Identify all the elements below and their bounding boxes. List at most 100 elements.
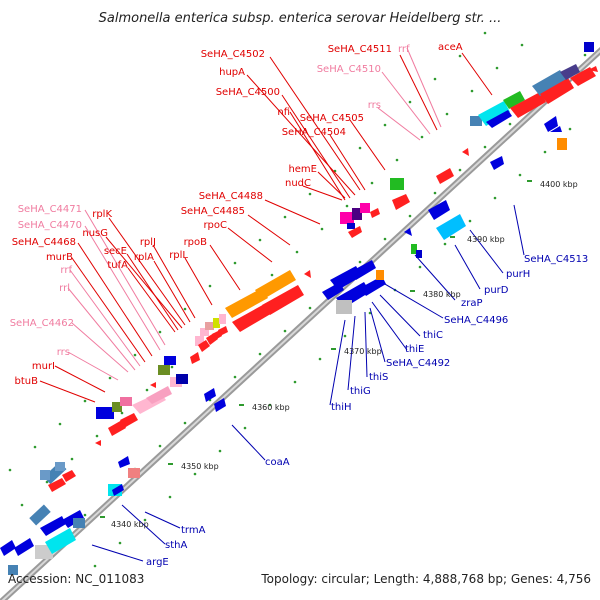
gene-feature[interactable] bbox=[40, 516, 66, 536]
gene-label[interactable]: rpoC bbox=[203, 220, 227, 231]
gene-label[interactable]: rplK bbox=[92, 209, 112, 220]
gene-feature[interactable] bbox=[150, 382, 156, 388]
gene-feature[interactable] bbox=[29, 504, 51, 526]
gene-feature[interactable] bbox=[532, 70, 566, 96]
gene-label[interactable]: SeHA_C4504 bbox=[282, 127, 346, 138]
gene-feature[interactable] bbox=[588, 66, 598, 72]
gene-feature[interactable] bbox=[510, 92, 546, 118]
gene-feature[interactable] bbox=[255, 270, 296, 300]
gene-feature[interactable] bbox=[462, 148, 469, 156]
gene-feature[interactable] bbox=[570, 67, 596, 86]
gene-feature[interactable] bbox=[219, 314, 226, 324]
gene-feature[interactable] bbox=[436, 214, 466, 240]
gene-label[interactable]: SeHA_C4468 bbox=[12, 237, 76, 248]
gene-feature[interactable] bbox=[416, 250, 422, 258]
gene-feature[interactable] bbox=[478, 101, 510, 126]
gene-label[interactable]: SeHA_C4488 bbox=[199, 191, 263, 202]
gene-label[interactable]: trmA bbox=[181, 525, 206, 536]
gene-feature[interactable] bbox=[503, 91, 525, 109]
gene-label[interactable]: rpoB bbox=[184, 237, 208, 248]
gene-feature[interactable] bbox=[470, 116, 482, 126]
gene-feature[interactable] bbox=[48, 478, 66, 492]
gene-feature[interactable] bbox=[360, 203, 370, 213]
gene-label[interactable]: tufA bbox=[107, 260, 128, 271]
gene-feature[interactable] bbox=[304, 270, 311, 278]
gene-feature[interactable] bbox=[340, 212, 354, 224]
gene-feature[interactable] bbox=[550, 126, 562, 132]
gene-feature[interactable] bbox=[347, 223, 355, 229]
gene-label[interactable]: SeHA_C4471 bbox=[18, 204, 82, 215]
gene-feature[interactable] bbox=[205, 322, 214, 330]
gene-feature[interactable] bbox=[108, 420, 126, 436]
gene-feature[interactable] bbox=[214, 398, 226, 412]
gene-label[interactable]: SeHA_C4485 bbox=[181, 206, 245, 217]
gene-feature[interactable] bbox=[225, 288, 268, 318]
gene-label[interactable]: SeHA_C4462 bbox=[10, 318, 74, 329]
gene-label[interactable]: murB bbox=[46, 252, 73, 263]
gene-feature[interactable] bbox=[164, 356, 176, 365]
gene-label[interactable]: rplA bbox=[134, 252, 154, 263]
gene-label[interactable]: SeHA_C4510 bbox=[317, 64, 381, 75]
gene-label[interactable]: rrl bbox=[59, 283, 70, 294]
gene-feature[interactable] bbox=[62, 470, 76, 482]
gene-feature[interactable] bbox=[198, 340, 210, 352]
gene-label[interactable]: thiE bbox=[405, 344, 424, 355]
gene-feature[interactable] bbox=[45, 528, 76, 554]
gene-feature[interactable] bbox=[213, 318, 220, 328]
gene-feature[interactable] bbox=[218, 326, 228, 336]
gene-label[interactable]: purD bbox=[484, 285, 509, 296]
gene-feature[interactable] bbox=[95, 440, 101, 446]
gene-feature[interactable] bbox=[486, 110, 512, 128]
gene-label[interactable]: argE bbox=[146, 557, 169, 568]
gene-label[interactable]: hemE bbox=[288, 164, 317, 175]
gene-label[interactable]: SeHA_C4496 bbox=[444, 315, 508, 326]
gene-feature[interactable] bbox=[40, 470, 50, 480]
gene-feature[interactable] bbox=[232, 302, 274, 332]
gene-label[interactable]: nfi bbox=[277, 107, 290, 118]
gene-feature[interactable] bbox=[584, 42, 594, 52]
gene-feature[interactable] bbox=[204, 388, 216, 402]
gene-label[interactable]: coaA bbox=[265, 457, 290, 468]
gene-feature[interactable] bbox=[8, 565, 18, 575]
gene-feature[interactable] bbox=[360, 276, 386, 296]
gene-feature[interactable] bbox=[0, 540, 16, 556]
gene-label[interactable]: rplJ bbox=[140, 237, 156, 248]
gene-feature[interactable] bbox=[128, 468, 140, 478]
gene-label[interactable]: rrf bbox=[398, 44, 410, 55]
gene-feature[interactable] bbox=[158, 365, 170, 375]
gene-label[interactable]: nusG bbox=[82, 228, 108, 239]
gene-feature[interactable] bbox=[73, 518, 85, 528]
gene-feature[interactable] bbox=[120, 397, 132, 406]
gene-feature[interactable] bbox=[436, 168, 454, 184]
gene-feature[interactable] bbox=[176, 374, 188, 384]
gene-feature[interactable] bbox=[96, 407, 114, 419]
gene-feature[interactable] bbox=[35, 545, 53, 559]
gene-label[interactable]: SeHA_C4505 bbox=[300, 113, 364, 124]
gene-feature[interactable] bbox=[348, 226, 362, 238]
gene-feature[interactable] bbox=[190, 352, 200, 364]
gene-label[interactable]: zraP bbox=[461, 298, 483, 309]
gene-label[interactable]: SeHA_C4470 bbox=[18, 220, 82, 231]
gene-label[interactable]: thiC bbox=[423, 330, 443, 341]
gene-label[interactable]: SeHA_C4511 bbox=[328, 44, 392, 55]
gene-label[interactable]: hupA bbox=[219, 67, 245, 78]
gene-feature[interactable] bbox=[544, 116, 558, 132]
gene-feature[interactable] bbox=[146, 386, 172, 404]
gene-feature[interactable] bbox=[350, 260, 376, 280]
gene-label[interactable]: btuB bbox=[15, 376, 39, 387]
gene-label[interactable]: sthA bbox=[165, 540, 187, 551]
gene-feature[interactable] bbox=[112, 402, 122, 412]
gene-feature[interactable] bbox=[112, 484, 124, 496]
gene-label[interactable]: rrs bbox=[57, 347, 70, 358]
gene-label[interactable]: purH bbox=[506, 269, 530, 280]
gene-feature[interactable] bbox=[560, 64, 580, 80]
gene-feature[interactable] bbox=[14, 538, 34, 556]
gene-feature[interactable] bbox=[55, 462, 65, 471]
gene-label[interactable]: aceA bbox=[438, 42, 463, 53]
gene-label[interactable]: thiS bbox=[369, 372, 388, 383]
gene-feature[interactable] bbox=[370, 208, 380, 218]
gene-label[interactable]: rplL bbox=[169, 250, 188, 261]
gene-label[interactable]: rrf bbox=[60, 265, 72, 276]
gene-feature[interactable] bbox=[120, 413, 138, 428]
gene-feature[interactable] bbox=[557, 138, 567, 150]
